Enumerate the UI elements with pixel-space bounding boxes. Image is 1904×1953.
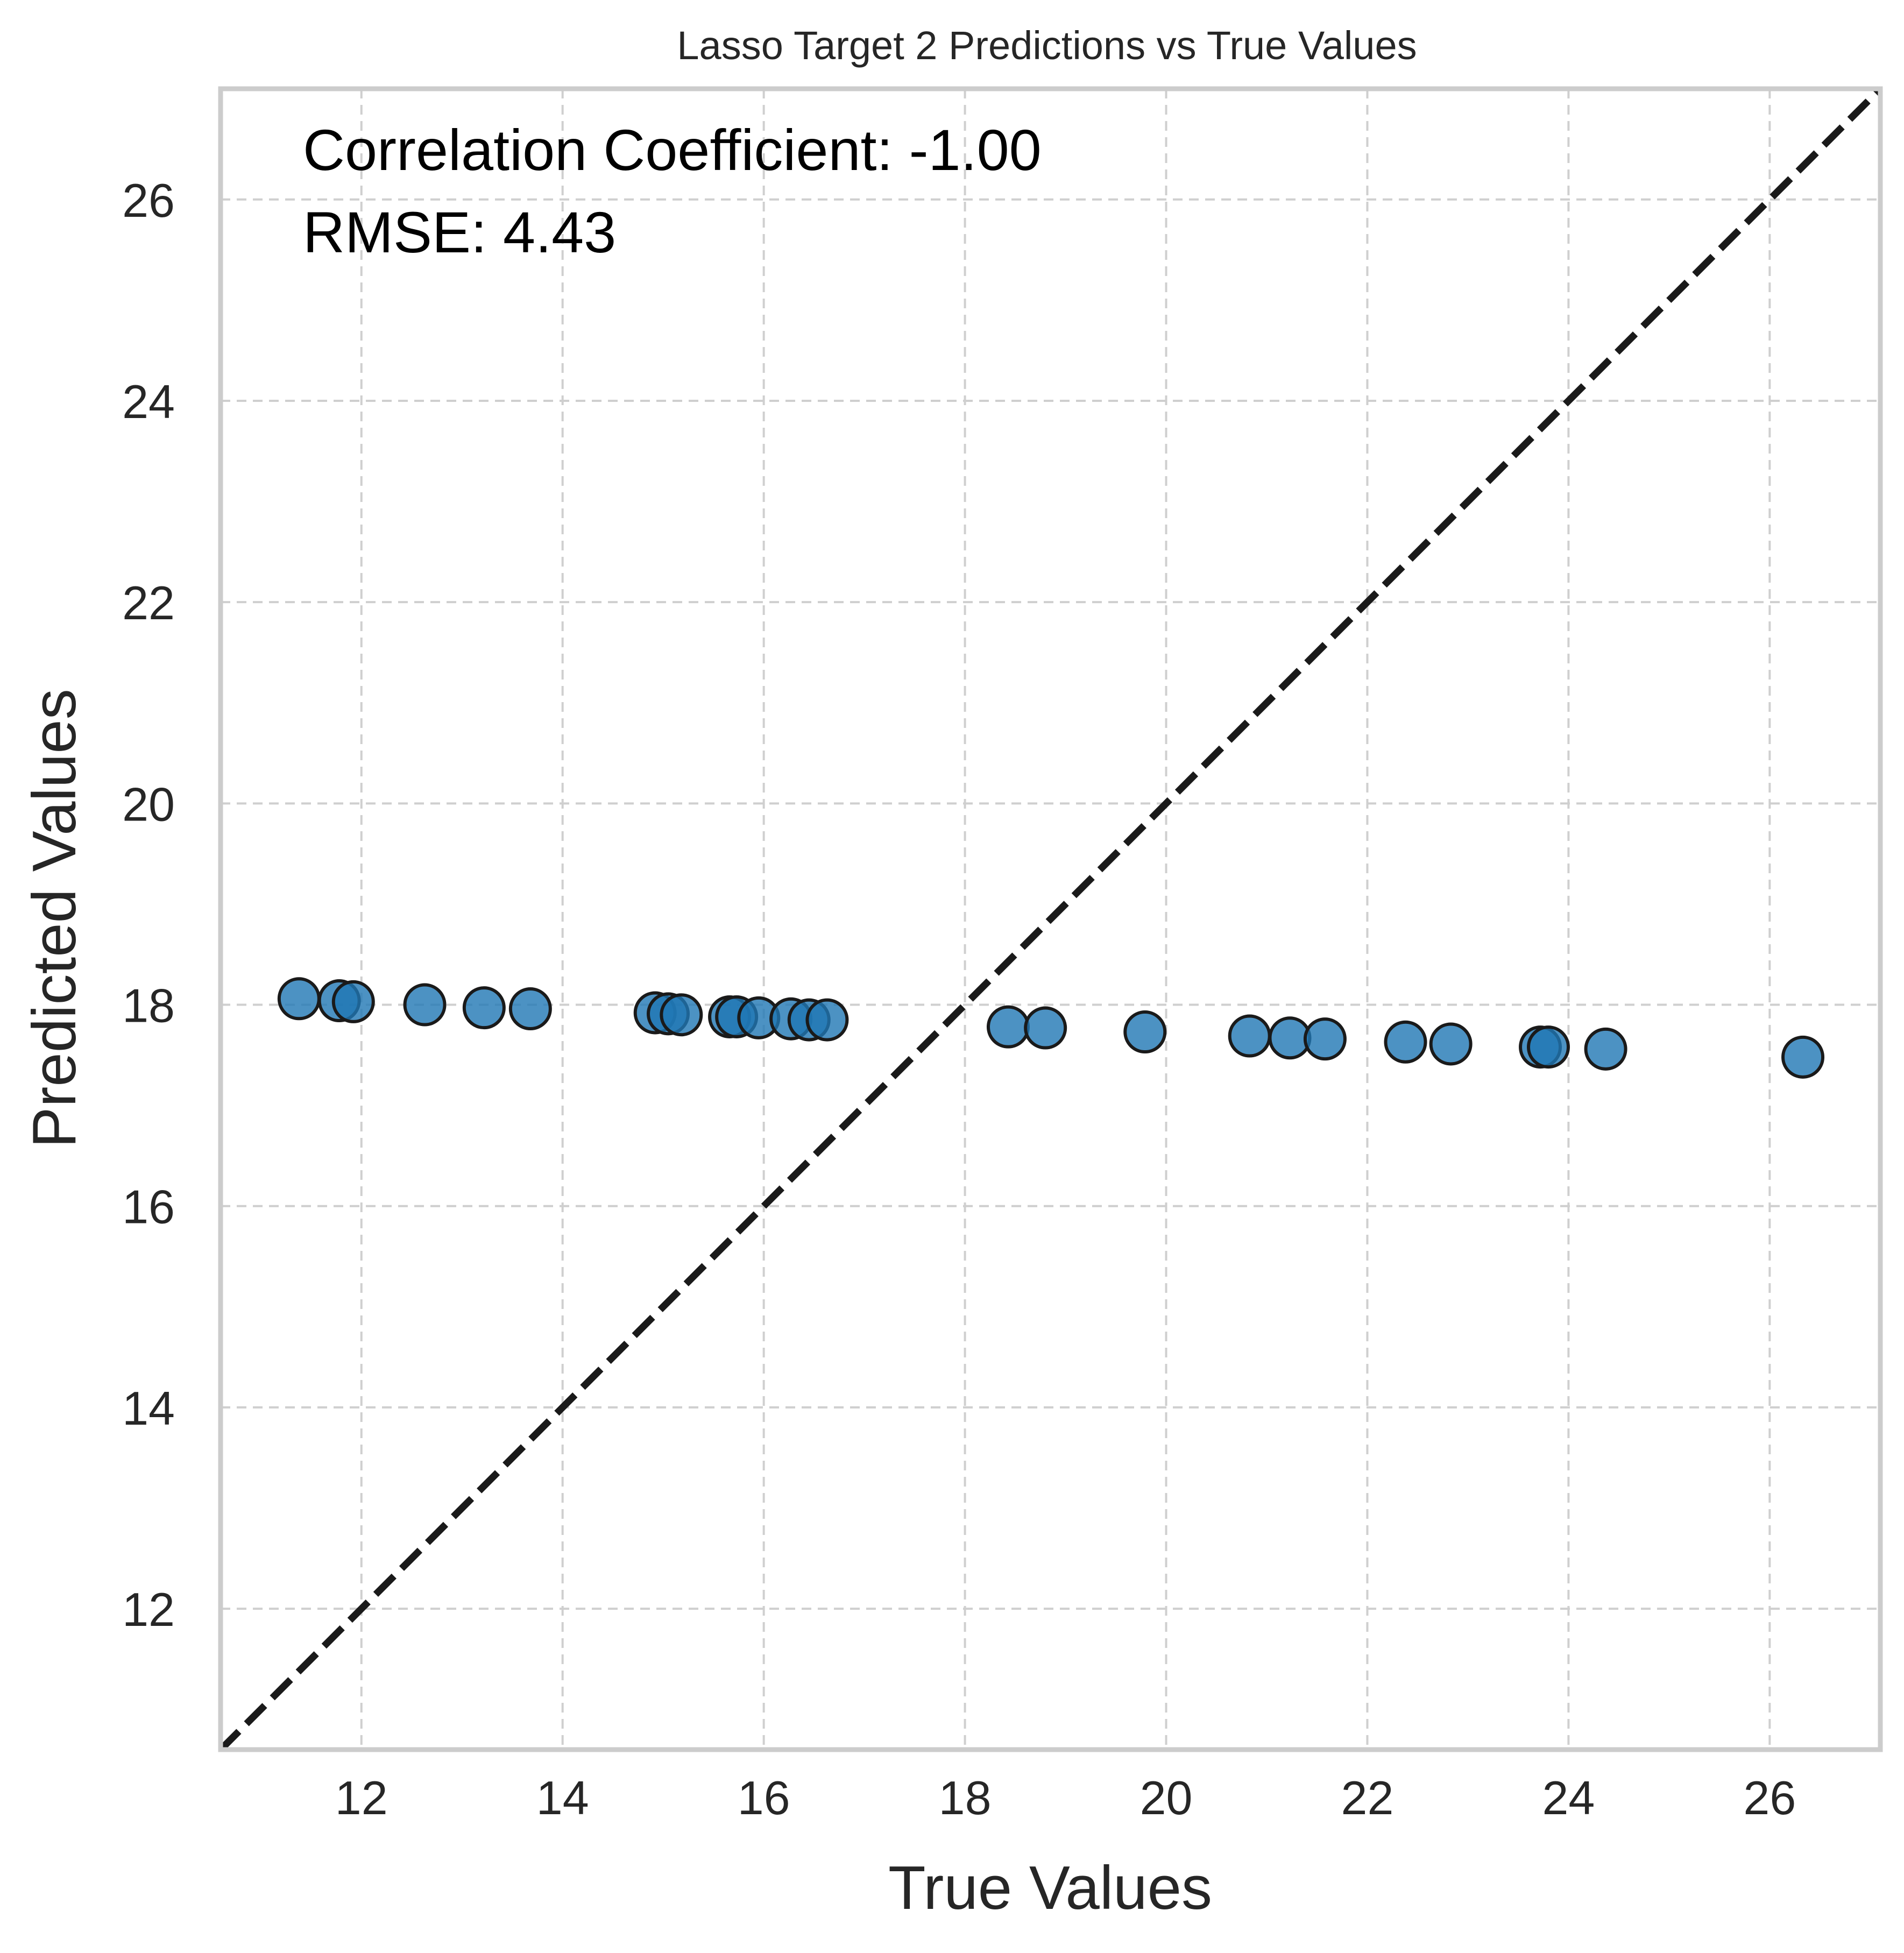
plot-frame <box>218 86 1883 1752</box>
data-point <box>1584 1027 1627 1071</box>
identity-line <box>218 86 1883 1752</box>
data-point <box>462 986 506 1030</box>
y-tick-label: 22 <box>122 576 175 629</box>
x-tick-label: 24 <box>1542 1771 1595 1824</box>
grid <box>221 89 1880 1750</box>
y-tick-label: 12 <box>122 1583 175 1636</box>
data-point <box>1123 1010 1167 1054</box>
correlation-annotation: Correlation Coefficient: -1.00 <box>303 117 1042 182</box>
y-tick-label: 24 <box>122 375 175 428</box>
data-point <box>1429 1022 1473 1066</box>
x-tick-label: 12 <box>335 1771 388 1824</box>
chart-title: Lasso Target 2 Predictions vs True Value… <box>677 23 1417 68</box>
x-tick-label: 20 <box>1140 1771 1193 1824</box>
data-point <box>277 977 321 1021</box>
data-point <box>986 1005 1030 1049</box>
data-point <box>508 987 552 1031</box>
data-points <box>277 977 1825 1079</box>
x-tick-label: 14 <box>536 1771 589 1824</box>
y-tick-label: 26 <box>122 174 175 227</box>
x-tick-label: 26 <box>1743 1771 1796 1824</box>
identity-line-group <box>218 86 1883 1752</box>
data-point <box>1527 1025 1570 1069</box>
y-tick-label: 18 <box>122 979 175 1032</box>
data-point <box>1228 1014 1271 1058</box>
y-tick-label: 20 <box>122 777 175 831</box>
data-point <box>805 998 849 1042</box>
data-point <box>1781 1035 1825 1079</box>
data-point <box>660 993 703 1037</box>
y-tick-label: 16 <box>122 1180 175 1234</box>
y-tick-label: 14 <box>122 1382 175 1435</box>
x-axis-label: True Values <box>888 1854 1212 1922</box>
data-point <box>331 980 375 1023</box>
y-axis-ticks: 12 14 16 18 20 22 24 26 <box>122 174 175 1636</box>
rmse-annotation: RMSE: 4.43 <box>303 200 616 265</box>
y-axis-label: Predicted Values <box>20 689 89 1148</box>
data-point <box>1303 1017 1347 1061</box>
data-point <box>1024 1006 1067 1050</box>
data-point <box>1384 1020 1427 1064</box>
x-tick-label: 16 <box>738 1771 790 1824</box>
x-axis-ticks: 12 14 16 18 20 22 24 26 <box>335 1771 1796 1824</box>
x-tick-label: 22 <box>1341 1771 1394 1824</box>
data-point <box>403 983 447 1027</box>
x-tick-label: 18 <box>939 1771 992 1824</box>
